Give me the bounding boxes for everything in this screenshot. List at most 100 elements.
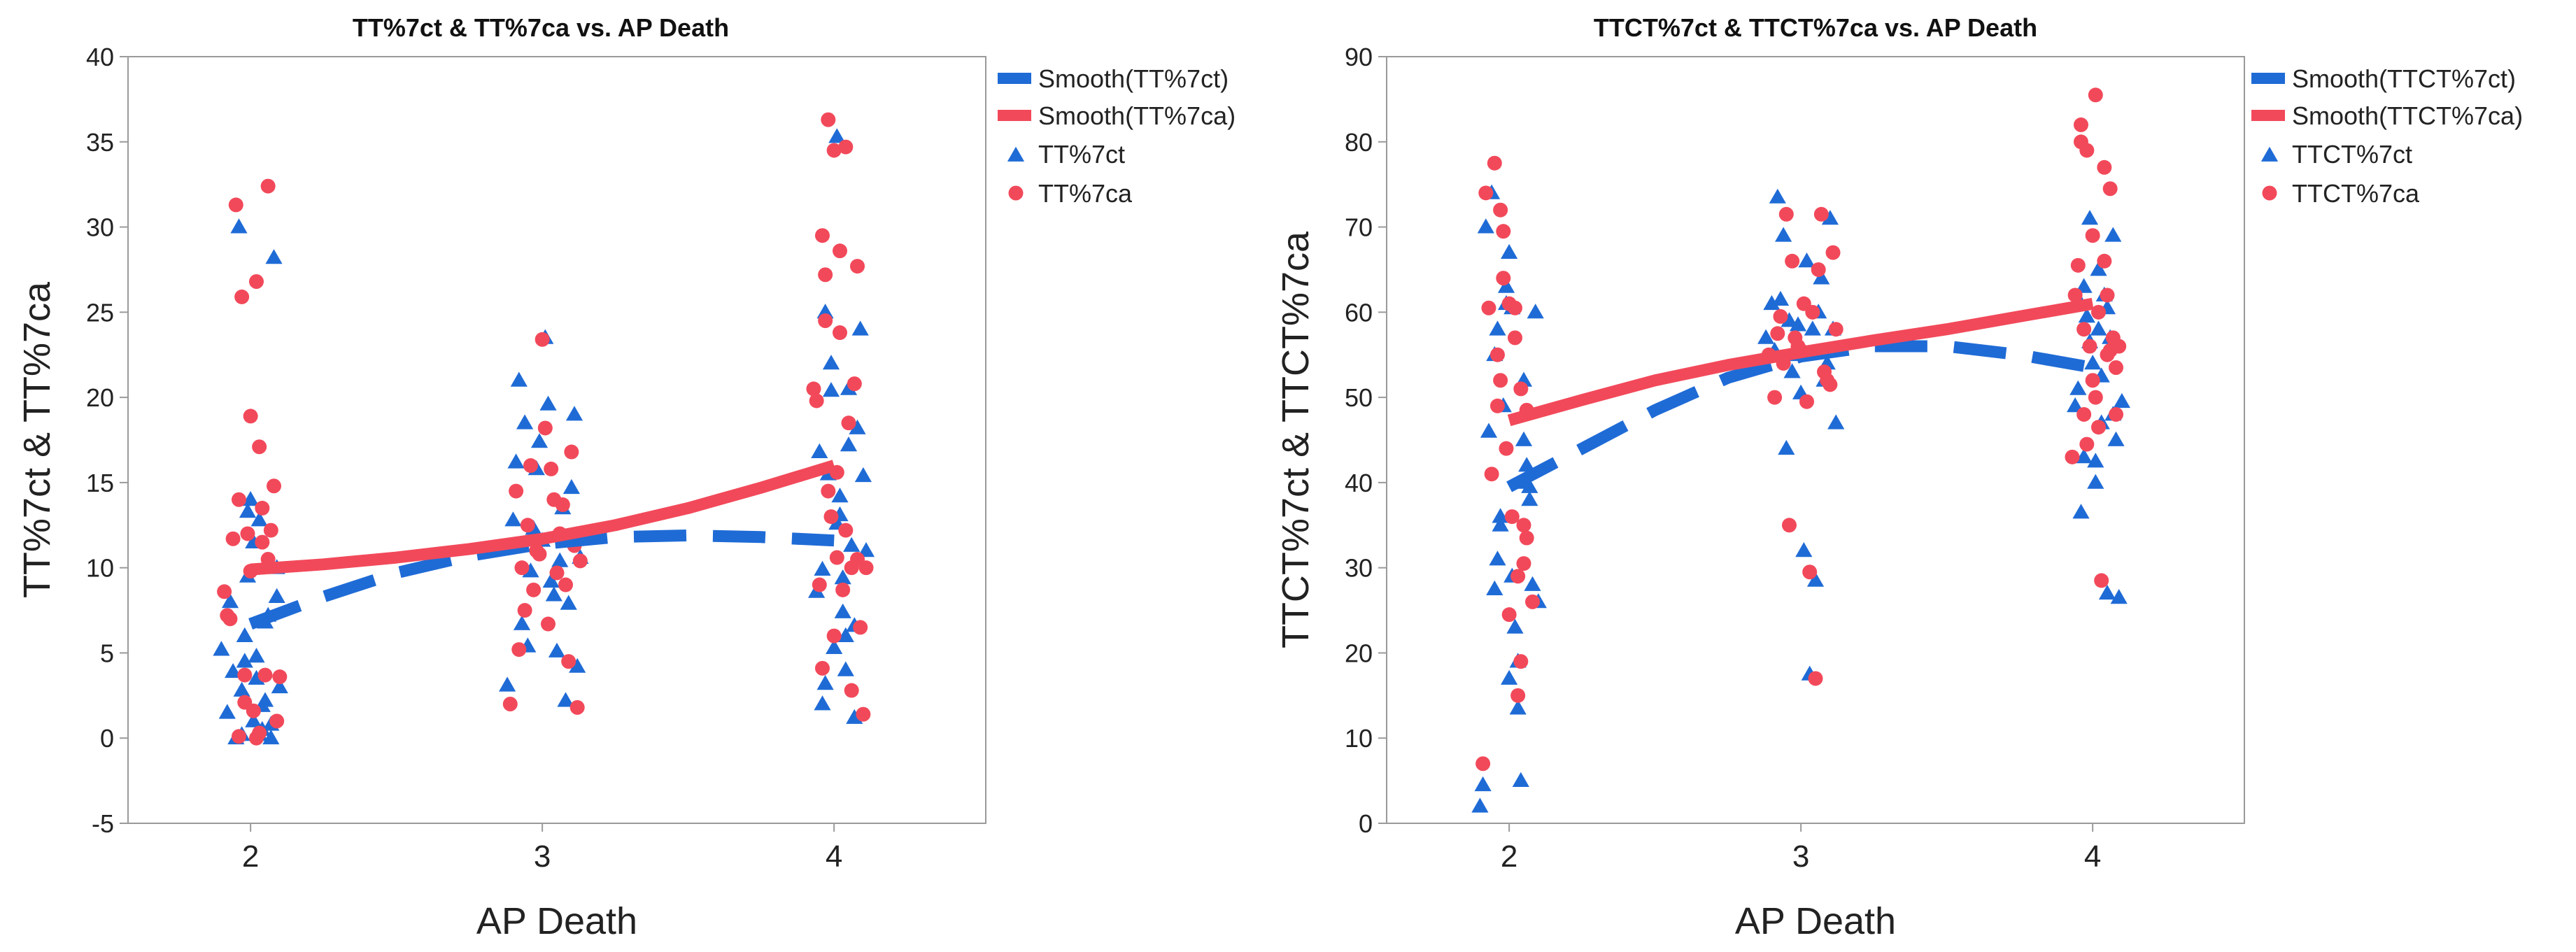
point-TT%7ct [814,560,831,576]
chart-title: TT%7ct & TT%7ca vs. AP Death [353,13,729,42]
point-TTCT%7ca [1501,607,1517,623]
point-TTCT%7ct [1492,516,1509,532]
point-TTCT%7ca [1507,330,1522,346]
point-TT%7ca [240,526,255,541]
y-tick-label: 80 [1345,128,1373,157]
point-TT%7ct [248,669,265,685]
point-TT%7ct [225,663,242,679]
point-TT%7ct [242,491,260,506]
point-TT%7ct [840,436,858,452]
point-TTCT%7ct [2087,474,2104,489]
point-TTCT%7ca [2097,159,2112,175]
point-TT%7ca [252,725,267,741]
point-TTCT%7ca [2073,117,2088,132]
point-TT%7ca [826,628,842,644]
y-tick-label: 30 [1345,554,1373,583]
legend-label: TTCT%7ca [2292,179,2420,208]
point-TT%7ca [838,523,854,538]
point-TTCT%7ca [1510,688,1526,703]
point-TTCT%7ct [1521,491,1538,506]
point-TTCT%7ca [2073,134,2088,150]
point-TTCT%7ca [1496,271,1511,286]
point-TT%7ct [507,453,525,469]
point-TT%7ca [818,267,833,283]
point-TT%7ct [831,488,849,503]
point-TT%7ca [252,439,267,455]
point-TTCT%7ct [2067,397,2084,413]
point-TT%7ct [849,419,866,434]
point-TT%7ca [260,178,276,194]
point-TT%7ct [811,443,828,458]
point-TTCT%7ct [1781,312,1798,327]
point-TTCT%7ca [1493,373,1508,388]
point-TTCT%7ca [1817,364,1832,380]
point-TT%7ca [509,483,524,499]
point-TT%7ct [545,586,562,602]
point-TT%7ca [823,509,839,525]
plot-frame [1386,56,2245,824]
point-TT%7ct [513,615,531,630]
x-tick-label: 3 [534,839,551,874]
point-TTCT%7ct [1489,550,1506,566]
point-TTCT%7ct [2113,392,2130,408]
point-TT%7ct [548,642,566,658]
point-TTCT%7ct [2081,210,2099,225]
point-TT%7ca [835,582,851,597]
point-TTCT%7ca [1767,390,1783,405]
point-TT%7ct [510,371,528,387]
point-TT%7ct [834,569,851,585]
y-tick-label: 10 [86,554,114,583]
point-TTCT%7ca [2094,573,2109,588]
y-tick-label: 90 [1345,43,1373,71]
y-axis-label: TTCT%7ct & TTCT%7ca [1275,231,1317,648]
point-TT%7ct [816,675,834,690]
point-TT%7ca [255,500,270,516]
point-TT%7ct [213,641,230,656]
point-TT%7ca [263,523,278,538]
point-TT%7ca [832,325,847,341]
point-TT%7ct [516,414,534,429]
point-TTCT%7ca [1516,556,1531,571]
point-TT%7ct [248,648,265,663]
point-TTCT%7ca [1805,304,1820,320]
point-TT%7ca [540,616,555,632]
point-TT%7ca [255,534,270,550]
smooth-line-Smooth(TT%7ct) [248,529,835,630]
point-TT%7ca [517,603,532,618]
point-TT%7ct [828,128,846,143]
point-TT%7ct [265,249,283,264]
point-TTCT%7ca [2088,390,2103,405]
point-TTCT%7ct [2078,308,2095,323]
point-TTCT%7ct [2107,431,2125,446]
point-TT%7ca [844,683,859,698]
point-TTCT%7ca [2067,287,2083,303]
point-TTCT%7ca [1781,518,1797,533]
point-TT%7ct [233,681,250,697]
point-TT%7ct [837,661,854,676]
point-TT%7ca [858,560,874,576]
point-TTCT%7ct [2090,261,2107,276]
point-TTCT%7ct [1492,508,1509,523]
point-TT%7ct [562,478,580,495]
point-TTCT%7ct [1524,576,1541,591]
point-TT%7ca [502,697,518,712]
point-TTCT%7ca [2079,436,2095,452]
point-TT%7ca [809,393,824,408]
point-TT%7ca [558,577,574,592]
point-TT%7ct [221,593,239,609]
point-TTCT%7ct [1806,571,1825,587]
point-TT%7ca [838,139,854,155]
point-TT%7ca [248,273,264,289]
x-tick-label: 4 [2084,839,2101,874]
point-TT%7ca [523,458,538,474]
point-TTCT%7ca [2109,360,2124,375]
point-TTCT%7ca [2085,373,2100,388]
point-TT%7ca [532,546,547,562]
point-TT%7ca [526,582,542,597]
point-TT%7ct [551,552,569,567]
point-TTCT%7ca [2100,347,2115,362]
y-tick-label: 60 [1345,298,1373,327]
point-TTCT%7ca [1778,206,1794,222]
point-TT%7ca [853,620,868,635]
